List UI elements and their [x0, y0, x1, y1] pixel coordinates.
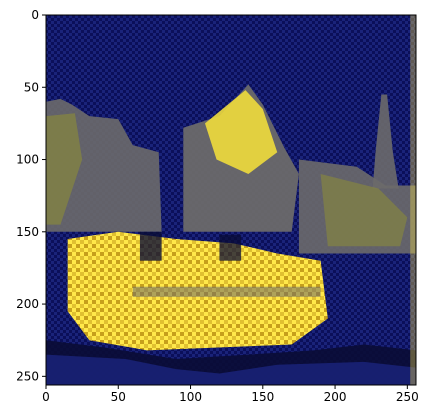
right-buildings-highlight [320, 173, 408, 247]
x-tick-label-5: 250 [396, 390, 419, 404]
facade-detail-1 [139, 231, 162, 261]
left-building-highlight [46, 113, 83, 225]
y-tick-label-3: 150 [16, 225, 39, 239]
foreground-band [46, 354, 416, 385]
image-plot [45, 14, 417, 386]
y-tick-label-0: 0 [31, 8, 39, 22]
facade-band [132, 286, 321, 297]
central-roof-highlight [204, 90, 278, 174]
y-tick-label-2: 100 [16, 153, 39, 167]
y-tick-label-4: 200 [16, 297, 39, 311]
y-tick-label-1: 50 [24, 80, 39, 94]
x-tick-label-2: 100 [179, 390, 202, 404]
y-tick-label-5: 250 [16, 369, 39, 383]
plot-frame [45, 14, 417, 386]
x-tick-label-4: 200 [324, 390, 347, 404]
y-axis: 0 50 100 150 200 250 [16, 8, 46, 383]
right-edge-stripe [410, 15, 416, 385]
facade-detail-2 [219, 234, 242, 261]
x-axis: 0 50 100 150 200 250 [42, 385, 419, 404]
x-tick-label-1: 50 [111, 390, 126, 404]
x-tick-label-0: 0 [42, 390, 50, 404]
right-tower [372, 94, 399, 189]
x-tick-label-3: 150 [251, 390, 274, 404]
